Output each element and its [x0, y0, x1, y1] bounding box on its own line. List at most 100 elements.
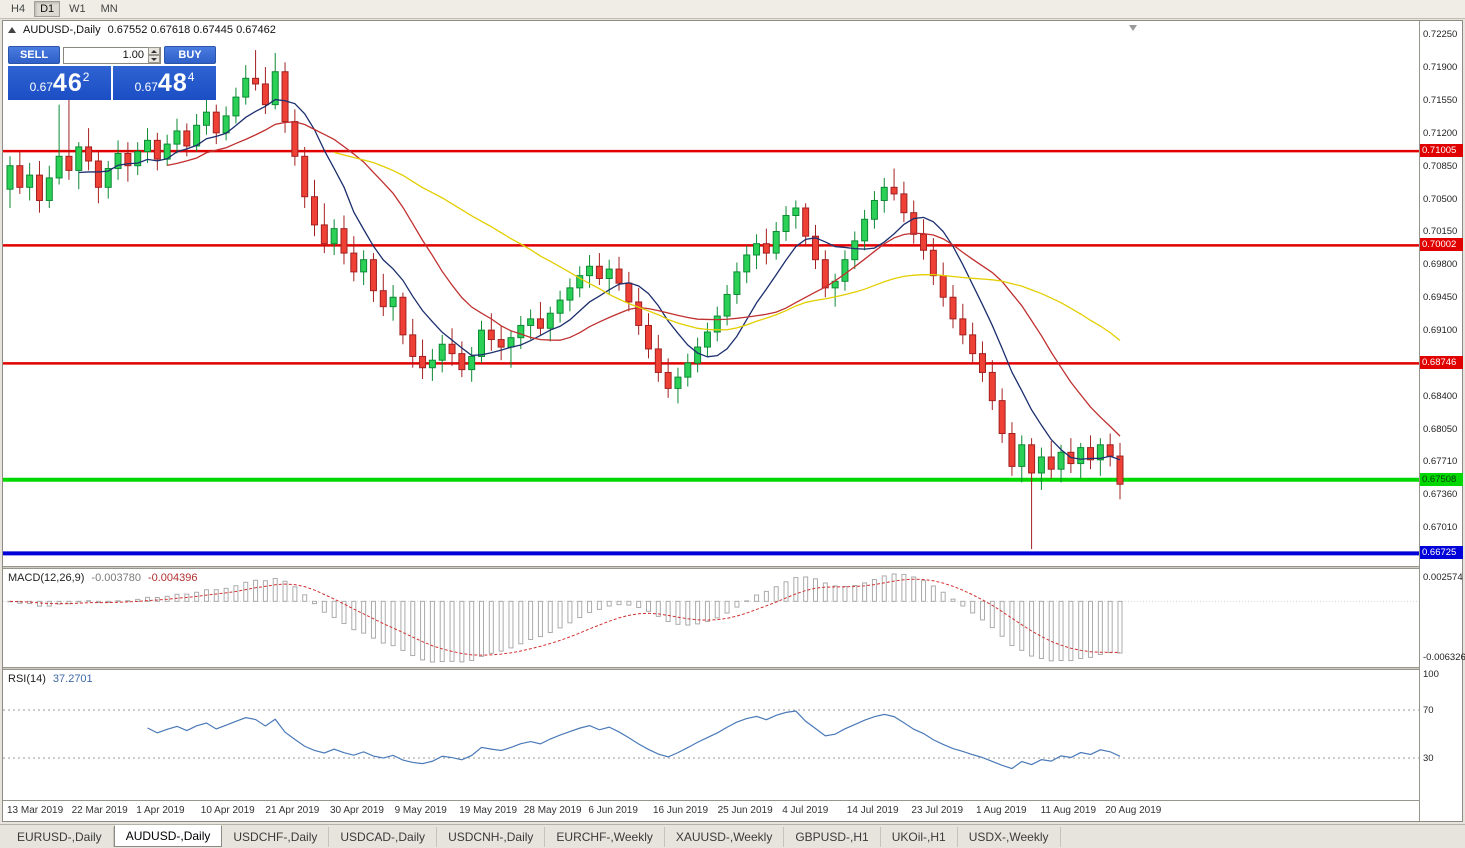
chart-tab-eurusd-daily[interactable]: EURUSD-,Daily — [6, 827, 114, 847]
buy-button[interactable]: BUY — [164, 46, 216, 64]
macd-histogram-bar — [253, 579, 259, 602]
macd-histogram-bar — [370, 600, 376, 639]
macd-histogram-bar — [901, 573, 907, 602]
candle-body — [703, 331, 711, 348]
macd-title: MACD(12,26,9) -0.003780 -0.004396 — [8, 572, 198, 584]
macd-histogram-bar — [567, 600, 573, 624]
candle-body — [988, 371, 996, 402]
date-label: 30 Apr 2019 — [330, 805, 384, 816]
main-price-chart[interactable] — [3, 21, 1419, 566]
macd-axis-min: -0.006326 — [1423, 652, 1465, 663]
candle-body — [134, 151, 142, 167]
macd-chart[interactable] — [3, 569, 1419, 667]
macd-histogram-bar — [86, 600, 92, 602]
chart-tab-usdchf-daily[interactable]: USDCHF-,Daily — [222, 827, 330, 847]
candle-body — [605, 268, 613, 279]
one-click-panel-toggle-icon[interactable] — [8, 27, 16, 33]
macd-value: -0.003780 — [91, 572, 141, 584]
buy-price-pip: 4 — [187, 70, 195, 84]
level-price-label-0.68746[interactable]: 0.68746 — [1420, 356, 1463, 370]
macd-histogram-bar — [56, 600, 62, 605]
panel-splitter[interactable] — [3, 566, 1419, 569]
level-price-label-0.70002[interactable]: 0.70002 — [1420, 238, 1463, 252]
chart-tab-ukoil-h1[interactable]: UKOil-,H1 — [881, 827, 958, 847]
chart-tab-usdcnh-daily[interactable]: USDCNH-,Daily — [437, 827, 546, 847]
macd-histogram-bar — [577, 600, 583, 619]
candle-body — [527, 318, 535, 326]
macd-histogram-bar — [36, 600, 42, 607]
chart-shift-marker-icon[interactable] — [1129, 25, 1137, 31]
rsi-axis-tick: 30 — [1423, 753, 1434, 764]
date-label: 10 Apr 2019 — [200, 805, 255, 816]
price-tick: 0.67010 — [1423, 521, 1458, 533]
chart-tab-gbpusd-h1[interactable]: GBPUSD-,H1 — [784, 827, 881, 847]
chart-tab-bar: EURUSD-,Daily AUDUSD-,Daily USDCHF-,Daily U… — [0, 824, 1465, 848]
price-axis[interactable]: 0.72250 0.71900 0.71550 0.71200 0.70850 0.705… — [1419, 21, 1465, 821]
macd-histogram-bar — [174, 593, 180, 602]
macd-histogram-bar — [390, 600, 396, 647]
candle-body — [222, 115, 230, 134]
rsi-title: RSI(14) 37.2701 — [8, 673, 93, 685]
sell-button[interactable]: SELL — [8, 46, 60, 64]
volume-increase-icon[interactable] — [148, 47, 160, 55]
chart-tab-usdcad-daily[interactable]: USDCAD-,Daily — [329, 827, 438, 847]
timeframe-button-d1[interactable]: D1 — [34, 1, 61, 17]
buy-price-prefix: 0.67 — [134, 79, 158, 94]
candle-body — [811, 235, 819, 261]
date-label: 16 Jun 2019 — [653, 805, 709, 816]
sell-price-display[interactable]: 0.67 46 2 — [8, 66, 111, 100]
macd-histogram-bar — [1019, 600, 1025, 651]
candle-body — [851, 240, 859, 261]
date-label: 21 Apr 2019 — [265, 805, 320, 816]
rsi-axis-tick: 100 — [1423, 669, 1439, 680]
rsi-label: RSI(14) — [8, 673, 46, 685]
price-tick: 0.71900 — [1423, 62, 1458, 74]
sell-price-big: 46 — [52, 69, 83, 97]
candle-body — [389, 296, 397, 308]
panel-splitter[interactable] — [3, 667, 1419, 670]
macd-histogram-bar — [1117, 600, 1123, 654]
candle-body — [900, 193, 908, 214]
candle-body — [1087, 447, 1095, 461]
level-price-label-0.67508[interactable]: 0.67508 — [1420, 472, 1463, 486]
macd-histogram-bar — [145, 596, 151, 602]
date-label: 25 Jun 2019 — [717, 805, 773, 816]
macd-histogram-bar — [410, 600, 416, 657]
candle-body — [664, 371, 672, 389]
level-price-label-0.71005[interactable]: 0.71005 — [1420, 144, 1463, 158]
timeframe-button-h4[interactable]: H4 — [5, 1, 31, 17]
chart-tab-usdx-weekly[interactable]: USDX-,Weekly — [958, 827, 1061, 847]
candle-body — [350, 252, 358, 273]
macd-histogram-bar — [331, 600, 337, 618]
candle-body — [920, 233, 928, 251]
rsi-chart[interactable] — [3, 670, 1419, 800]
buy-price-display[interactable]: 0.67 48 4 — [113, 66, 216, 100]
timeframe-button-w1[interactable]: W1 — [63, 1, 92, 17]
rsi-value: 37.2701 — [52, 673, 93, 685]
macd-histogram-bar — [842, 586, 848, 602]
rsi-axis-tick: 70 — [1423, 705, 1434, 716]
timeframe-button-mn[interactable]: MN — [95, 1, 124, 17]
volume-input[interactable]: 1.00 — [63, 46, 161, 64]
time-axis[interactable]: 13 Mar 2019 22 Mar 2019 1 Apr 2019 10 Apr 2… — [3, 800, 1419, 820]
chart-tab-xauusd-weekly[interactable]: XAUUSD-,Weekly — [665, 827, 785, 847]
macd-histogram-bar — [911, 576, 917, 602]
candle-body — [85, 146, 93, 162]
candle-body — [124, 152, 132, 167]
macd-histogram-bar — [282, 580, 288, 602]
price-tick: 0.67710 — [1423, 455, 1458, 467]
candle-body — [45, 177, 53, 201]
macd-histogram-bar — [881, 575, 887, 602]
candle-body — [743, 254, 751, 273]
candle-body — [802, 207, 810, 237]
candle-body — [929, 249, 937, 277]
level-price-label-0.66725[interactable]: 0.66725 — [1420, 546, 1463, 560]
macd-histogram-bar — [891, 573, 897, 602]
chart-tab-audusd-daily[interactable]: AUDUSD-,Daily — [113, 825, 223, 847]
one-click-trading-panel: SELL 1.00 BUY 0.67 46 2 0.67 — [8, 46, 216, 100]
chart-tab-eurchf-weekly[interactable]: EURCHF-,Weekly — [545, 827, 665, 847]
macd-label: MACD(12,26,9) — [8, 572, 85, 584]
volume-decrease-icon[interactable] — [148, 55, 160, 63]
candle-body — [26, 174, 34, 188]
macd-histogram-bar — [1068, 600, 1074, 662]
